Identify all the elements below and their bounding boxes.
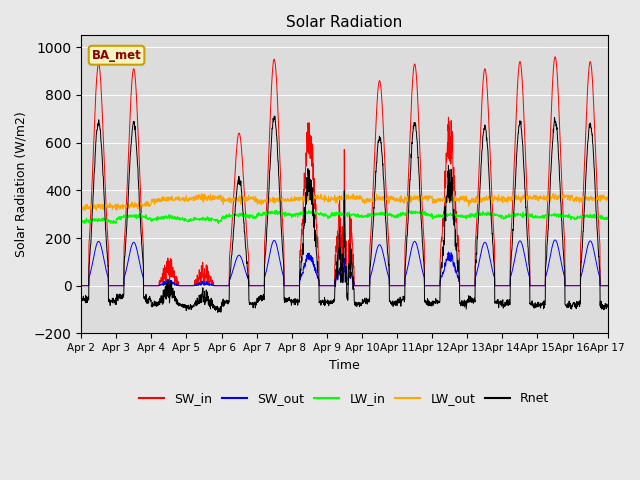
SW_out bbox=[360, 283, 367, 288]
Legend: SW_in, SW_out, LW_in, LW_out, Rnet: SW_in, SW_out, LW_in, LW_out, Rnet bbox=[134, 387, 554, 410]
LW_out bbox=[497, 196, 505, 202]
Rnet bbox=[557, 217, 565, 223]
Rnet bbox=[498, 302, 506, 308]
SW_out bbox=[224, 283, 232, 288]
SW_out bbox=[557, 260, 565, 266]
LW_out bbox=[77, 205, 85, 211]
LW_out bbox=[371, 196, 379, 202]
Y-axis label: Solar Radiation (W/m2): Solar Radiation (W/m2) bbox=[15, 111, 28, 257]
Line: LW_in: LW_in bbox=[81, 210, 608, 224]
LW_in bbox=[360, 215, 367, 220]
LW_out bbox=[572, 194, 580, 200]
Rnet bbox=[77, 298, 85, 303]
Rnet bbox=[214, 310, 221, 315]
SW_in bbox=[371, 147, 379, 153]
SW_in bbox=[77, 283, 85, 288]
SW_out bbox=[572, 283, 580, 288]
X-axis label: Time: Time bbox=[329, 359, 360, 372]
SW_in bbox=[224, 283, 232, 288]
LW_in bbox=[604, 216, 612, 221]
LW_out bbox=[557, 193, 565, 199]
LW_in bbox=[225, 213, 232, 218]
SW_out bbox=[551, 237, 559, 243]
Rnet bbox=[360, 298, 367, 303]
Text: BA_met: BA_met bbox=[92, 49, 141, 62]
Rnet bbox=[271, 113, 278, 119]
Line: SW_in: SW_in bbox=[81, 57, 608, 286]
LW_out bbox=[225, 195, 232, 201]
LW_in bbox=[371, 212, 379, 218]
SW_in bbox=[557, 170, 565, 176]
Line: LW_out: LW_out bbox=[81, 193, 608, 210]
SW_in bbox=[551, 54, 559, 60]
Rnet bbox=[604, 304, 612, 310]
LW_out bbox=[550, 191, 557, 196]
SW_in bbox=[604, 283, 612, 288]
LW_in bbox=[572, 216, 580, 222]
LW_out bbox=[79, 207, 87, 213]
SW_out bbox=[77, 283, 85, 288]
SW_in bbox=[572, 283, 580, 288]
LW_in bbox=[77, 220, 85, 226]
LW_out bbox=[604, 194, 612, 200]
Rnet bbox=[572, 306, 580, 312]
SW_in bbox=[360, 283, 367, 288]
LW_out bbox=[360, 199, 367, 204]
LW_in bbox=[305, 207, 312, 213]
Line: SW_out: SW_out bbox=[81, 240, 608, 286]
LW_in bbox=[498, 216, 506, 221]
SW_out bbox=[604, 283, 612, 288]
SW_in bbox=[497, 283, 505, 288]
Rnet bbox=[225, 300, 232, 306]
LW_in bbox=[214, 221, 222, 227]
SW_out bbox=[497, 283, 505, 288]
SW_out bbox=[371, 256, 379, 262]
Line: Rnet: Rnet bbox=[81, 116, 608, 312]
Title: Solar Radiation: Solar Radiation bbox=[286, 15, 403, 30]
Rnet bbox=[371, 182, 379, 188]
LW_in bbox=[557, 213, 565, 218]
